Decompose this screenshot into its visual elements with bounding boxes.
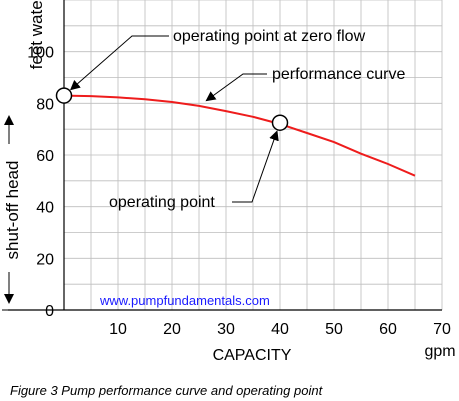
annotation-arrow	[232, 130, 279, 203]
x-tick-label: 20	[163, 321, 181, 338]
x-tick-label: 40	[271, 321, 289, 338]
y-tick-label: 20	[36, 251, 54, 268]
annotation-arrow	[205, 73, 267, 102]
figure-caption: Figure 3 Pump performance curve and oper…	[10, 383, 324, 398]
annotations: operating point at zero flow performance …	[70, 28, 405, 211]
y-tick-label: 40	[36, 200, 54, 217]
grid	[8, 0, 443, 311]
x-unit-label: gpm	[424, 343, 455, 360]
annotation-label: performance curve	[272, 66, 405, 83]
y-unit-label: feet water	[27, 0, 46, 69]
watermark-url: www.pumpfundamentals.com	[99, 293, 270, 308]
x-tick-label: 60	[379, 321, 397, 338]
zero-flow-point-marker	[55, 87, 73, 104]
y-tick-label: 0	[45, 303, 54, 320]
x-tick-label: 10	[109, 321, 127, 338]
operating-point-marker	[271, 114, 289, 131]
annotation-label: operating point at zero flow	[173, 28, 366, 45]
x-tick-label: 30	[217, 321, 235, 338]
x-tick-label: 70	[433, 321, 451, 338]
y-tick-labels: 0 20 40 60 80 100	[27, 45, 54, 320]
performance-curve-line	[63, 94, 416, 177]
y-tick-label: 60	[36, 148, 54, 165]
y-tick-label: 80	[36, 96, 54, 113]
y-tick-label: 100	[27, 45, 54, 62]
side-label: shut-off head	[3, 161, 22, 260]
annotation-arrow	[70, 35, 169, 91]
x-tick-label: 50	[325, 321, 343, 338]
operating-points	[55, 87, 289, 131]
x-axis-label: CAPACITY	[213, 347, 292, 364]
annotation-label: operating point	[109, 194, 215, 211]
x-tick-labels: 10 20 30 40 50 60 70	[109, 321, 451, 338]
